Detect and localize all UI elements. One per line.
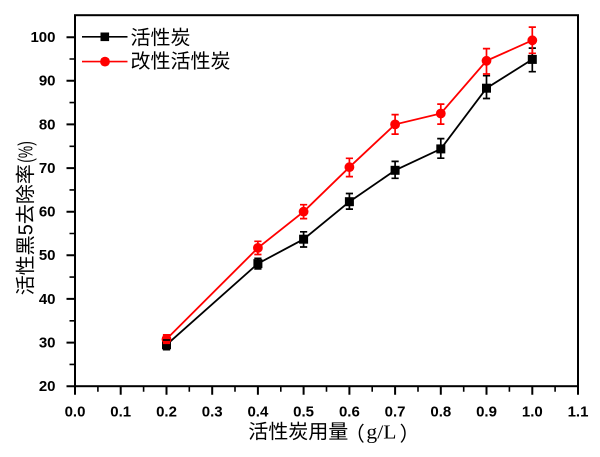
svg-text:90: 90 — [39, 73, 56, 90]
svg-text:50: 50 — [39, 247, 56, 264]
svg-text:0.7: 0.7 — [385, 403, 406, 420]
svg-text:0.5: 0.5 — [293, 403, 314, 420]
svg-text:0.4: 0.4 — [247, 403, 269, 420]
svg-text:70: 70 — [39, 160, 56, 177]
svg-text:60: 60 — [39, 204, 56, 221]
svg-text:0.6: 0.6 — [339, 403, 360, 420]
svg-text:100: 100 — [30, 29, 55, 46]
svg-text:5: 5 — [16, 224, 38, 235]
svg-text:0.0: 0.0 — [65, 403, 86, 420]
svg-text:1.0: 1.0 — [522, 403, 543, 420]
svg-text:0.9: 0.9 — [476, 403, 497, 420]
svg-text:80: 80 — [39, 116, 56, 133]
svg-text:g/L: g/L — [366, 422, 396, 444]
svg-text:20: 20 — [39, 378, 56, 395]
svg-text:0.8: 0.8 — [430, 403, 451, 420]
svg-text:0.3: 0.3 — [202, 403, 223, 420]
svg-text:0.2: 0.2 — [156, 403, 177, 420]
svg-text:(%): (%) — [16, 141, 38, 163]
svg-text:0.1: 0.1 — [110, 403, 131, 420]
svg-text:40: 40 — [39, 291, 56, 308]
svg-text:30: 30 — [39, 335, 56, 352]
svg-text:1.1: 1.1 — [568, 403, 589, 420]
